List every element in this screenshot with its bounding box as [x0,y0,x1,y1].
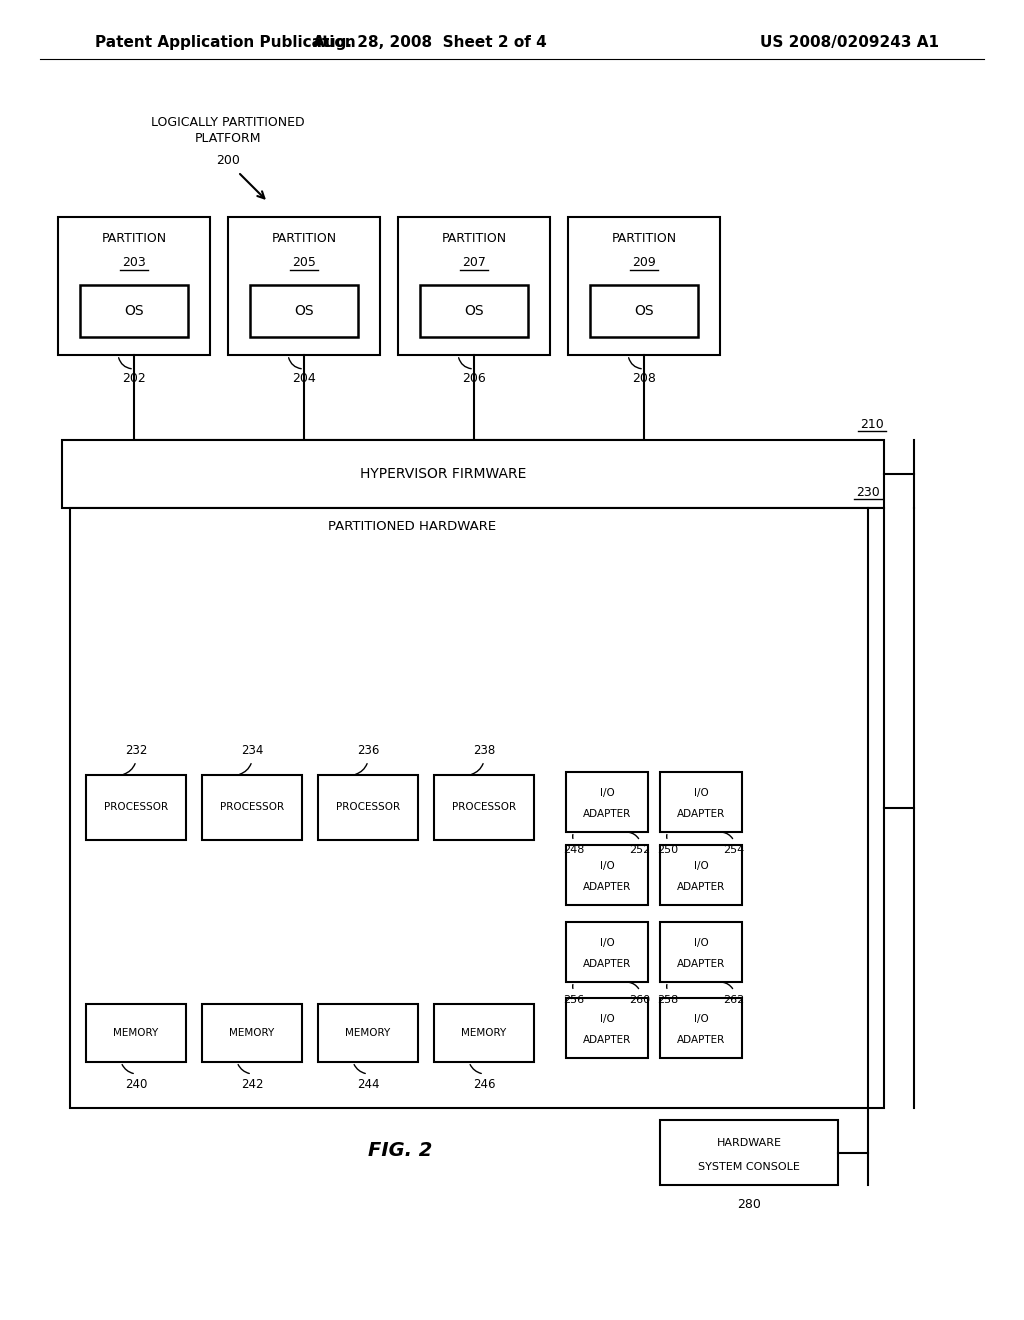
Text: I/O: I/O [693,1014,709,1024]
Text: I/O: I/O [693,861,709,871]
Bar [660,921,742,982]
Text: 209: 209 [632,256,656,269]
Text: 204: 204 [292,372,315,385]
Text: PARTITION: PARTITION [271,232,337,246]
Text: PARTITIONED HARDWARE: PARTITIONED HARDWARE [328,520,496,532]
Text: 207: 207 [462,256,486,269]
Text: 262: 262 [723,995,744,1005]
Bar [86,775,186,840]
Bar [590,285,698,337]
Text: ADAPTER: ADAPTER [583,960,631,969]
Text: OS: OS [294,304,313,318]
Text: I/O: I/O [693,939,709,948]
Text: MEMORY: MEMORY [462,1028,507,1038]
Bar [86,1005,186,1063]
Bar [566,921,648,982]
Text: 248: 248 [563,845,585,855]
Text: PROCESSOR: PROCESSOR [220,803,284,813]
Text: 250: 250 [657,845,679,855]
Text: OS: OS [634,304,653,318]
Text: PARTITION: PARTITION [101,232,167,246]
Text: ADAPTER: ADAPTER [583,1035,631,1045]
Bar [250,285,358,337]
Text: ADAPTER: ADAPTER [677,960,725,969]
Bar [318,775,418,840]
Bar [398,216,550,355]
Text: OS: OS [124,304,143,318]
Bar [202,775,302,840]
Bar [420,285,528,337]
Text: 205: 205 [292,256,316,269]
Text: Aug. 28, 2008  Sheet 2 of 4: Aug. 28, 2008 Sheet 2 of 4 [313,36,547,50]
Text: 234: 234 [241,744,263,758]
Bar [80,285,188,337]
Bar [566,845,648,906]
Bar [660,998,742,1059]
Text: PLATFORM: PLATFORM [195,132,261,145]
Bar [660,1119,838,1185]
Text: I/O: I/O [693,788,709,799]
Text: I/O: I/O [600,861,614,871]
Text: I/O: I/O [600,788,614,799]
Bar [660,772,742,832]
Text: MEMORY: MEMORY [345,1028,390,1038]
Text: HYPERVISOR FIRMWARE: HYPERVISOR FIRMWARE [359,467,526,480]
Bar [434,775,534,840]
Text: 206: 206 [462,372,485,385]
Text: 238: 238 [473,744,496,758]
Bar [70,508,884,1107]
Bar [58,216,210,355]
Text: 210: 210 [860,417,884,430]
Text: 200: 200 [216,153,240,166]
Text: 252: 252 [630,845,650,855]
Text: 246: 246 [473,1077,496,1090]
Text: PROCESSOR: PROCESSOR [336,803,400,813]
Text: 208: 208 [632,372,656,385]
Text: 240: 240 [125,1077,147,1090]
Text: 236: 236 [356,744,379,758]
Text: HARDWARE: HARDWARE [717,1138,781,1148]
Text: PARTITION: PARTITION [441,232,507,246]
Text: 244: 244 [356,1077,379,1090]
Text: US 2008/0209243 A1: US 2008/0209243 A1 [760,36,939,50]
Bar [202,1005,302,1063]
Text: 260: 260 [630,995,650,1005]
Text: I/O: I/O [600,939,614,948]
Text: 203: 203 [122,256,145,269]
Bar [566,772,648,832]
Text: 254: 254 [723,845,744,855]
Text: 230: 230 [856,486,880,499]
Text: Patent Application Publication: Patent Application Publication [95,36,355,50]
Bar [228,216,380,355]
Text: 256: 256 [563,995,585,1005]
Text: 232: 232 [125,744,147,758]
Text: 258: 258 [657,995,679,1005]
Text: PROCESSOR: PROCESSOR [452,803,516,813]
Text: ADAPTER: ADAPTER [677,809,725,818]
Text: OS: OS [464,304,483,318]
Text: PROCESSOR: PROCESSOR [104,803,168,813]
Bar [660,845,742,906]
Text: SYSTEM CONSOLE: SYSTEM CONSOLE [698,1162,800,1172]
Bar [566,998,648,1059]
Text: ADAPTER: ADAPTER [583,809,631,818]
Text: FIG. 2: FIG. 2 [368,1140,432,1159]
Text: LOGICALLY PARTITIONED: LOGICALLY PARTITIONED [152,116,305,128]
Text: 280: 280 [737,1199,761,1212]
Bar [318,1005,418,1063]
Text: MEMORY: MEMORY [114,1028,159,1038]
Text: I/O: I/O [600,1014,614,1024]
Text: ADAPTER: ADAPTER [677,1035,725,1045]
Text: 242: 242 [241,1077,263,1090]
Bar [568,216,720,355]
Text: 202: 202 [122,372,145,385]
Bar [434,1005,534,1063]
Text: ADAPTER: ADAPTER [677,882,725,892]
Bar [62,440,884,508]
Text: PARTITION: PARTITION [611,232,677,246]
Text: MEMORY: MEMORY [229,1028,274,1038]
Text: ADAPTER: ADAPTER [583,882,631,892]
